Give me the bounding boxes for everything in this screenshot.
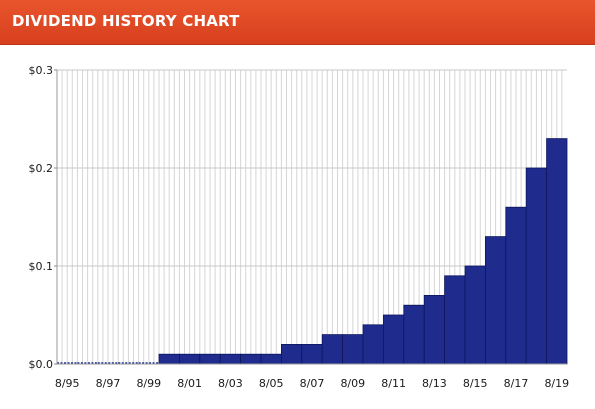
x-tick-label: 8/13 [422,377,447,390]
dividend-history-chart: $0.0 $0.1 $0.2 $0.3 8/95 8/97 8/99 8/01 8/03 8/05… [29,64,570,390]
bar-2014 [444,275,466,365]
bar-layer [57,138,568,365]
x-tick-label: 8/17 [504,377,529,390]
bar-2015 [464,265,486,365]
grid-layer [57,69,567,365]
x-tick-label: 8/03 [218,377,243,390]
x-tick-label: 8/19 [544,377,569,390]
bar-2006 [280,343,303,365]
bar-2008 [321,334,344,365]
bar-2018 [525,167,548,365]
bar-2009 [342,334,364,365]
bar-2002 [199,353,221,365]
x-tick-label: 8/11 [381,377,406,390]
chart-header: DIVIDEND HISTORY CHART [0,0,595,45]
bar-2000 [158,353,180,365]
axis-layer: $0.0 $0.1 $0.2 $0.3 8/95 8/97 8/99 8/01 8/03 8/05… [29,64,570,390]
x-tick-label: 8/15 [463,377,488,390]
y-tick-label: $0.1 [29,260,54,273]
x-tick-label: 8/99 [136,377,161,390]
bar-2003 [219,353,241,365]
y-tick-label: $0.2 [29,162,54,175]
y-tick-label: $0.3 [29,64,54,77]
x-tick-label: 8/05 [259,377,284,390]
bar-2004 [240,353,262,365]
x-tick-label: 8/07 [300,377,325,390]
bar-2007 [301,343,323,365]
chart-title: DIVIDEND HISTORY CHART [12,12,240,30]
bar-2017 [505,206,527,365]
y-tick-label: $0.0 [29,358,54,371]
x-tick-label: 8/97 [96,377,121,390]
x-tick-label: 8/95 [55,377,80,390]
x-tick-label: 8/01 [177,377,202,390]
bar-2005 [260,353,282,365]
bar-2016 [484,236,507,365]
bar-2012 [403,304,425,365]
bar-2011 [382,314,405,365]
bar-2001 [178,353,201,365]
bar-2010 [362,324,384,365]
bar-2019 [546,138,568,365]
bar-2013 [423,294,446,365]
x-tick-label: 8/09 [340,377,365,390]
